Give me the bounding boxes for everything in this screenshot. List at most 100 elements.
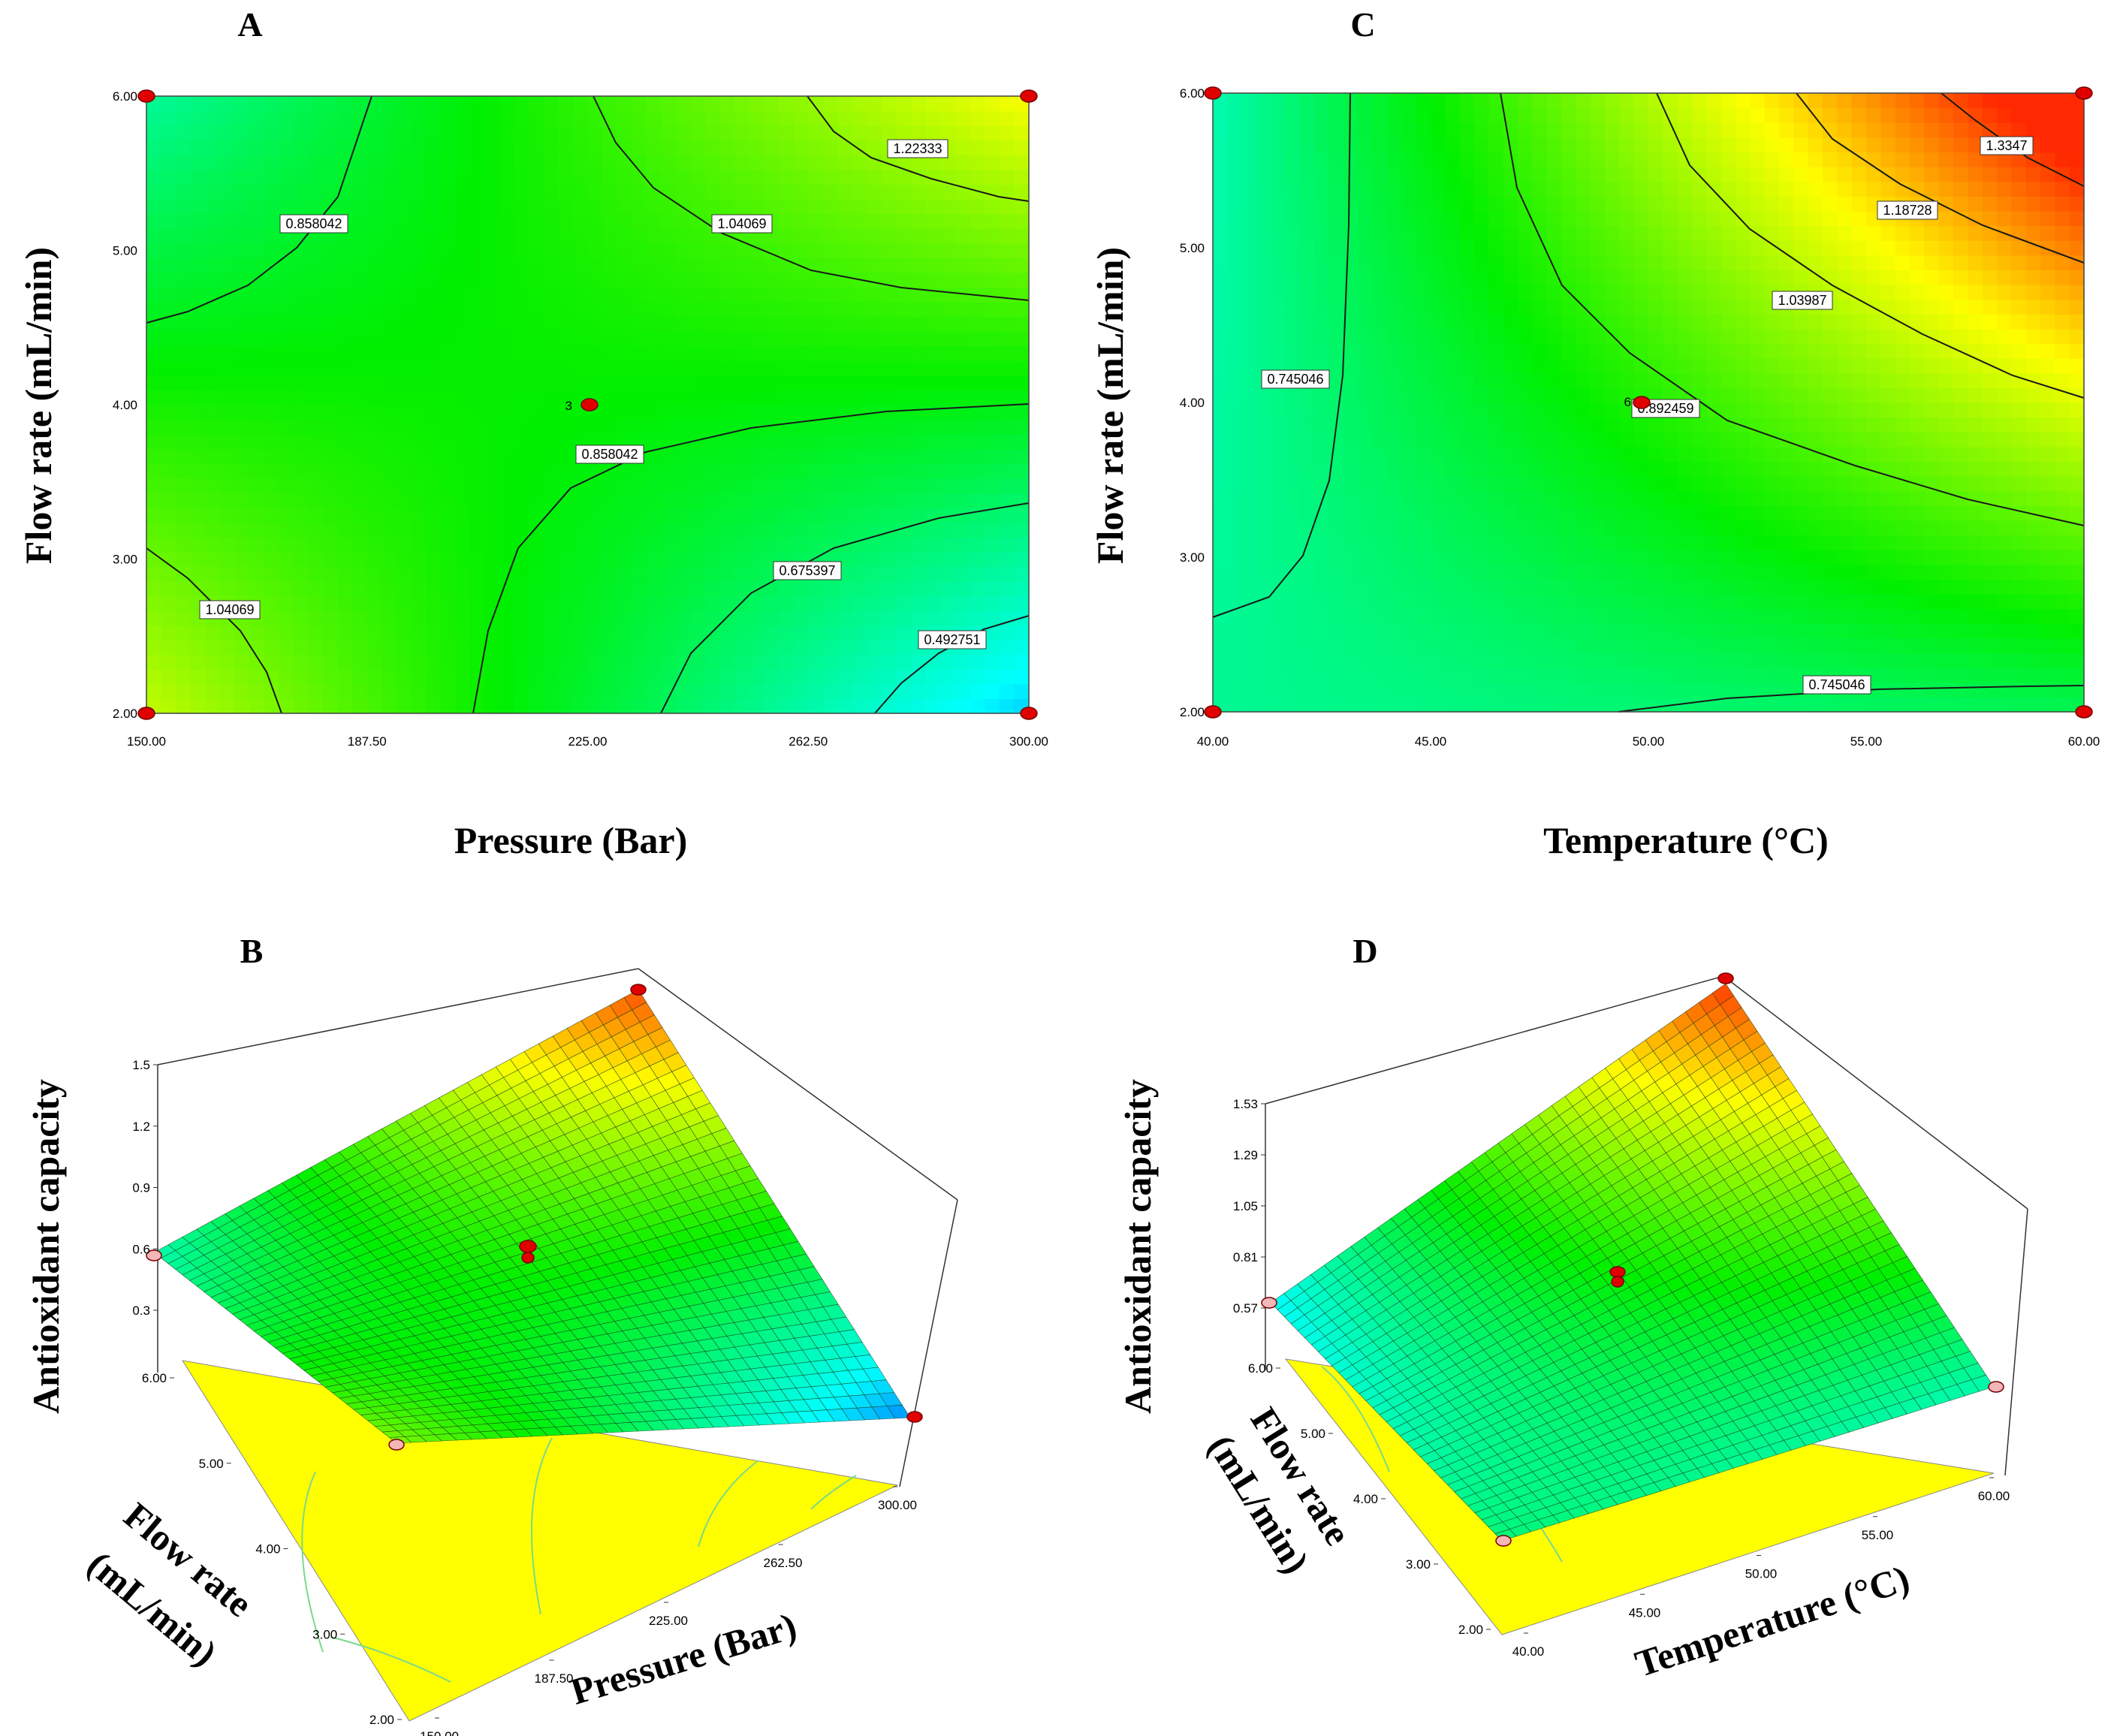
heatmap-cell	[1851, 387, 1867, 403]
heatmap-cell	[2040, 608, 2055, 624]
heatmap-cell	[514, 434, 529, 450]
heatmap-cell	[1561, 653, 1576, 668]
heatmap-cell	[690, 580, 706, 597]
heatmap-cell	[1474, 328, 1489, 345]
heatmap-cell	[1924, 637, 1940, 654]
heatmap-cell	[426, 654, 442, 670]
heatmap-cell	[1256, 314, 1271, 330]
heatmap-cell	[719, 302, 735, 318]
heatmap-cell	[1431, 446, 1446, 463]
heatmap-cell	[484, 169, 500, 185]
heatmap-cell	[1997, 653, 2012, 668]
heatmap-cell	[572, 184, 589, 200]
heatmap-cell	[1720, 564, 1736, 580]
heatmap-cell	[882, 125, 897, 141]
heatmap-cell	[2025, 181, 2041, 197]
heatmap-cell	[837, 302, 853, 318]
heatmap-cell	[1895, 490, 1910, 506]
heatmap-cell	[1285, 608, 1301, 624]
heatmap-cell	[822, 640, 839, 656]
heatmap-cell	[970, 390, 985, 405]
heatmap-cell	[867, 566, 882, 582]
heatmap-cell	[1997, 461, 2012, 477]
heatmap-cell	[1663, 343, 1678, 359]
heatmap-cell	[734, 169, 750, 185]
heatmap-cell	[1590, 535, 1606, 550]
heatmap-cell	[970, 493, 985, 508]
heatmap-cell	[925, 580, 942, 597]
heatmap-cell	[1706, 299, 1722, 315]
heatmap-cell	[1997, 152, 2012, 167]
heatmap-cell	[822, 683, 839, 700]
heatmap-cell	[1982, 152, 1998, 167]
heatmap-cell	[1256, 210, 1271, 227]
heatmap-cell	[352, 448, 368, 464]
heatmap-cell	[1328, 520, 1344, 536]
heatmap-cell	[1648, 594, 1663, 610]
heatmap-cell	[1880, 285, 1896, 300]
heatmap-cell	[366, 125, 382, 141]
heatmap-cell	[779, 155, 795, 170]
heatmap-cell	[426, 96, 442, 112]
heatmap-cell	[734, 243, 750, 258]
heatmap-cell	[1328, 358, 1344, 374]
heatmap-cell	[1605, 196, 1620, 212]
heatmap-cell	[484, 508, 500, 523]
heatmap-cell	[176, 405, 191, 420]
heatmap-cell	[1997, 668, 2012, 683]
heatmap-cell	[543, 625, 559, 640]
heatmap-cell	[602, 625, 618, 640]
heatmap-cell	[1779, 682, 1794, 698]
heatmap-cell	[2011, 535, 2027, 550]
heatmap-cell	[1488, 255, 1504, 271]
heatmap-cell	[1518, 122, 1533, 138]
heatmap-cell	[396, 375, 412, 391]
heatmap-cell	[1808, 535, 1823, 550]
heatmap-cell	[970, 610, 985, 626]
heatmap-cell	[1866, 697, 1881, 713]
heatmap-cell	[749, 566, 765, 582]
heatmap-cell	[1736, 343, 1751, 359]
heatmap-cell	[469, 580, 486, 597]
heatmap-cell	[1474, 314, 1489, 330]
heatmap-cell	[455, 96, 471, 112]
heatmap-cell	[808, 110, 824, 126]
heatmap-cell	[337, 125, 353, 141]
heatmap-cell	[1241, 432, 1257, 448]
heatmap-cell	[808, 140, 824, 155]
heatmap-cell	[1387, 314, 1402, 330]
heatmap-cell	[1328, 372, 1344, 388]
heatmap-cell	[440, 683, 456, 700]
heatmap-cell	[308, 595, 324, 611]
heatmap-cell	[337, 522, 353, 538]
heatmap-cell	[411, 375, 427, 391]
heatmap-cell	[1387, 608, 1402, 624]
heatmap-cell	[1358, 93, 1374, 109]
heatmap-cell	[2011, 181, 2027, 197]
heatmap-cell	[411, 654, 427, 670]
heatmap-cell	[543, 448, 559, 464]
heatmap-cell	[911, 698, 927, 714]
heatmap-cell	[1561, 520, 1576, 536]
heatmap-cell	[1416, 402, 1431, 418]
heatmap-cell	[308, 537, 324, 553]
heatmap-cell	[1300, 697, 1315, 713]
heatmap-cell	[205, 184, 221, 200]
heatmap-cell	[1328, 476, 1344, 492]
heatmap-cell	[1648, 343, 1663, 359]
heatmap-cell	[279, 155, 294, 170]
heatmap-cell	[308, 698, 324, 714]
heatmap-cell	[1851, 637, 1867, 654]
heatmap-cell	[1823, 255, 1838, 271]
heatmap-cell	[176, 199, 191, 215]
heatmap-cell	[749, 448, 765, 464]
heatmap-cell	[484, 184, 500, 200]
heatmap-cell	[323, 96, 339, 112]
heatmap-cell	[1793, 387, 1809, 403]
heatmap-cell	[558, 508, 574, 523]
heatmap-cell	[499, 125, 515, 141]
heatmap-cell	[469, 302, 486, 318]
heatmap-cell	[1014, 110, 1030, 126]
heatmap-cell	[955, 155, 971, 170]
heatmap-cell	[1459, 608, 1475, 624]
